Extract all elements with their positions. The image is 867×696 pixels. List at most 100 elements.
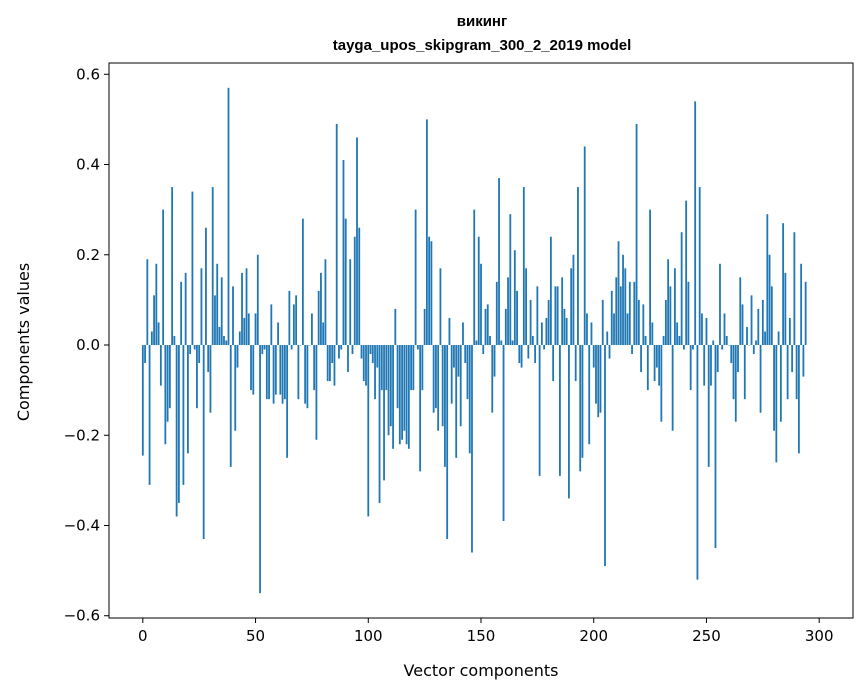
bar-52 xyxy=(259,345,261,594)
bar-287 xyxy=(788,317,791,346)
bar-285 xyxy=(784,272,787,346)
bar-20 xyxy=(187,345,189,454)
bar-137 xyxy=(450,345,453,404)
bar-181 xyxy=(549,236,552,346)
bar-114 xyxy=(398,345,401,445)
bar-82 xyxy=(326,345,329,382)
bar-102 xyxy=(371,345,374,364)
bar-231 xyxy=(662,335,665,346)
bar-259 xyxy=(725,335,728,346)
bar-55 xyxy=(265,345,268,400)
bar-247 xyxy=(698,187,701,346)
bar-81 xyxy=(324,259,327,346)
bar-18 xyxy=(182,345,185,485)
bar-253 xyxy=(712,340,715,346)
bar-236 xyxy=(673,268,676,346)
bar-21 xyxy=(189,345,192,355)
bar-78 xyxy=(317,290,320,346)
bar-266 xyxy=(741,304,744,346)
bar-196 xyxy=(583,146,586,346)
bar-120 xyxy=(412,345,415,391)
bar-288 xyxy=(791,345,794,373)
bar-68 xyxy=(295,295,298,346)
bar-45 xyxy=(243,317,246,346)
bar-238 xyxy=(678,335,681,346)
bar-9 xyxy=(162,209,165,346)
bar-241 xyxy=(685,200,688,346)
bar-96 xyxy=(358,227,361,346)
bar-223 xyxy=(644,335,647,346)
bar-22 xyxy=(191,191,194,346)
x-tick-label: 150 xyxy=(467,627,496,645)
bar-188 xyxy=(565,317,568,346)
bar-149 xyxy=(477,236,480,346)
bar-54 xyxy=(263,345,266,350)
bar-4 xyxy=(150,331,153,346)
bar-250 xyxy=(705,317,708,346)
bar-27 xyxy=(202,345,205,540)
bar-62 xyxy=(281,345,284,404)
bar-203 xyxy=(599,345,602,413)
bar-251 xyxy=(707,345,710,467)
bar-282 xyxy=(777,331,780,346)
bar-110 xyxy=(389,345,392,427)
bar-257 xyxy=(721,345,724,350)
bar-219 xyxy=(635,123,638,346)
bar-186 xyxy=(561,277,564,346)
bar-222 xyxy=(642,304,645,346)
bar-3 xyxy=(148,345,151,485)
bar-255 xyxy=(716,345,719,373)
bar-39 xyxy=(229,345,232,467)
bar-23 xyxy=(193,345,196,350)
x-tick-label: 100 xyxy=(354,627,383,645)
bar-130 xyxy=(435,345,437,409)
bar-89 xyxy=(342,160,345,346)
bar-267 xyxy=(743,345,746,400)
bar-101 xyxy=(369,345,372,355)
bar-32 xyxy=(214,295,216,346)
bar-239 xyxy=(680,232,683,346)
bar-271 xyxy=(752,345,755,355)
bar-228 xyxy=(655,345,658,368)
bar-43 xyxy=(238,331,241,346)
bar-264 xyxy=(737,345,739,373)
bar-244 xyxy=(692,345,694,350)
bar-80 xyxy=(322,322,325,346)
bar-230 xyxy=(660,345,663,422)
bar-132 xyxy=(439,268,442,346)
bar-192 xyxy=(574,345,577,382)
bar-116 xyxy=(403,345,406,431)
bar-141 xyxy=(459,345,462,427)
bar-17 xyxy=(180,281,183,346)
bar-87 xyxy=(338,345,340,359)
bar-272 xyxy=(755,340,757,346)
bar-189 xyxy=(568,345,570,499)
bar-98 xyxy=(362,345,365,382)
bar-147 xyxy=(473,209,476,346)
bar-129 xyxy=(432,345,435,413)
bar-289 xyxy=(793,232,796,346)
bar-15 xyxy=(175,345,178,517)
bar-72 xyxy=(304,345,307,404)
bar-69 xyxy=(297,345,300,400)
bar-148 xyxy=(475,340,478,346)
bar-275 xyxy=(761,299,764,346)
bar-94 xyxy=(353,236,356,346)
bar-162 xyxy=(507,277,509,346)
bar-14 xyxy=(173,335,176,346)
bar-146 xyxy=(471,345,473,553)
bar-226 xyxy=(651,322,654,346)
bar-210 xyxy=(615,277,618,346)
bar-12 xyxy=(168,345,171,409)
bar-37 xyxy=(225,340,228,346)
bar-29 xyxy=(207,345,210,373)
bar-256 xyxy=(719,263,721,346)
x-tick-label: 300 xyxy=(805,627,834,645)
bar-134 xyxy=(444,345,446,467)
bar-85 xyxy=(333,345,336,386)
bar-19 xyxy=(184,272,187,346)
bar-293 xyxy=(802,345,805,377)
bar-150 xyxy=(480,263,482,346)
bar-57 xyxy=(270,304,273,346)
